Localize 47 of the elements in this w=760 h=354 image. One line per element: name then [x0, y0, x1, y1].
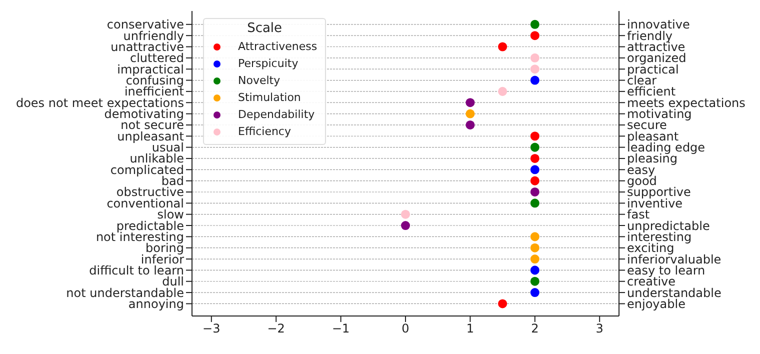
y-tick-label: boring: [146, 241, 184, 256]
y-tick-label: unpleasant: [117, 129, 184, 144]
point: [530, 243, 540, 252]
y2-tick-label: exciting: [627, 241, 674, 256]
point: [530, 132, 540, 141]
y-tick-label: difficult to learn: [89, 263, 184, 278]
legend-label: Efficiency: [238, 125, 291, 138]
legend-label: Novelty: [238, 74, 280, 87]
point: [530, 176, 540, 186]
point: [530, 288, 540, 298]
point: [530, 20, 540, 29]
x-tick-label: −1: [332, 322, 350, 336]
point: [530, 187, 540, 196]
point: [530, 76, 540, 85]
x-tick-label: 0: [402, 322, 410, 336]
x-tick-label: 2: [531, 322, 539, 336]
point: [498, 86, 508, 96]
point: [530, 198, 540, 208]
y-tick-label: demotivating: [104, 107, 184, 122]
point: [530, 154, 540, 163]
y2-tick-label: organized: [627, 51, 686, 66]
point: [466, 98, 475, 108]
point: [466, 109, 475, 118]
point: [498, 299, 508, 308]
x-tick-label: 3: [596, 322, 604, 336]
legend-label: Dependability: [238, 108, 315, 121]
x-tick-label: −2: [267, 322, 285, 336]
legend-label: Attractiveness: [238, 40, 318, 53]
point: [400, 221, 410, 230]
point: [530, 276, 540, 286]
x-tick-label: 1: [466, 322, 474, 336]
point: [400, 210, 410, 219]
point: [498, 42, 508, 52]
legend-label: Stimulation: [238, 91, 301, 104]
point: [530, 266, 540, 275]
point: [530, 142, 540, 152]
point: [530, 254, 540, 264]
point: [530, 53, 540, 62]
legend-title: Scale: [246, 21, 284, 36]
legend-label: Perspicuity: [238, 57, 298, 70]
point: [530, 31, 540, 40]
point: [530, 232, 540, 242]
point: [530, 165, 540, 174]
x-tick-label: −3: [202, 322, 220, 336]
point: [530, 64, 540, 74]
y2-tick-label: easy to learn: [627, 263, 706, 278]
point: [466, 120, 475, 130]
